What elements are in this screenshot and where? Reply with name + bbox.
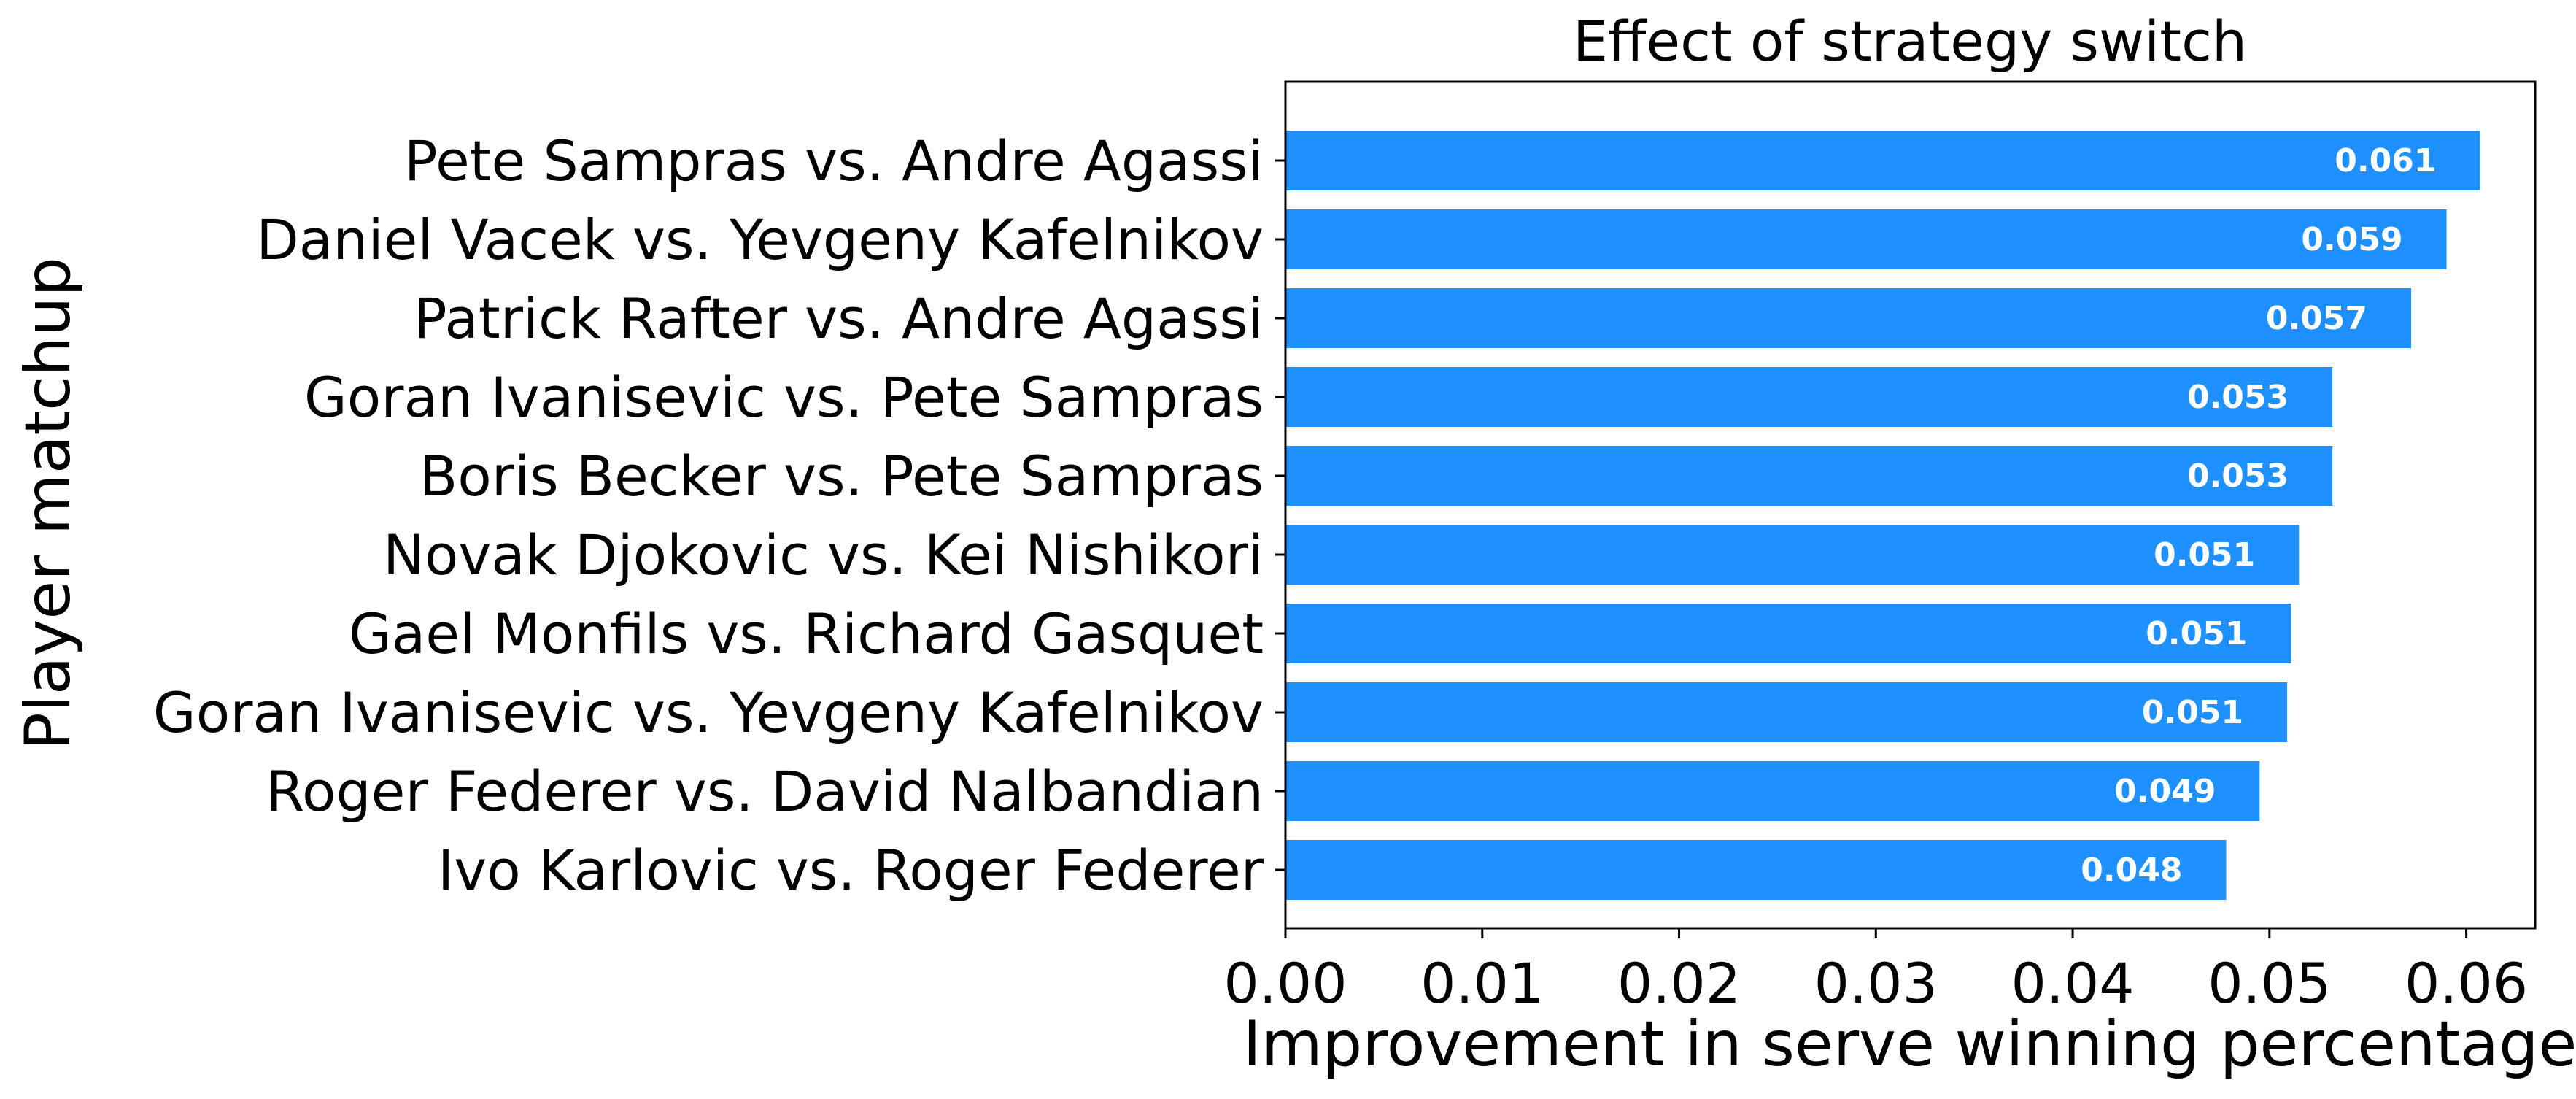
bar-value-label: 0.048: [2081, 852, 2182, 889]
bar: [1285, 288, 2412, 348]
y-tick-label: Pete Sampras vs. Andre Agassi: [404, 128, 1264, 193]
bar-value-label: 0.061: [2335, 142, 2436, 180]
axes-layer: Pete Sampras vs. Andre Agassi Daniel Vace…: [153, 80, 2537, 1016]
x-tick-label: 0.01: [1420, 951, 1544, 1016]
chart-title: Effect of strategy switch: [1573, 9, 2247, 74]
bar-value-label: 0.051: [2146, 615, 2247, 652]
bar: [1285, 840, 2227, 900]
x-tick-label: 0.04: [2011, 951, 2134, 1016]
bar: [1285, 367, 2333, 427]
bar: [1285, 525, 2300, 585]
bar-value-label: 0.057: [2266, 300, 2367, 337]
y-tick-label: Novak Djokovic vs. Kei Nishikori: [383, 522, 1264, 587]
bar: [1285, 446, 2333, 506]
y-axis-label: Player matchup: [12, 257, 85, 750]
bar-value-label: 0.053: [2187, 379, 2289, 416]
bar-value-label: 0.053: [2187, 458, 2289, 495]
bar: [1285, 209, 2447, 269]
plot-frame: [1284, 80, 2537, 930]
x-axis-label: Improvement in serve winning percentage: [1243, 1008, 2576, 1081]
y-tick-label: Ivo Karlovic vs. Roger Federer: [438, 838, 1264, 903]
x-tick-label: 0.03: [1814, 951, 1938, 1016]
y-tick-label: Gael Monfils vs. Richard Gasquet: [349, 601, 1264, 666]
y-tick-label: Goran Ivanisevic vs. Pete Sampras: [304, 365, 1264, 430]
x-tick-label: 0.00: [1223, 951, 1347, 1016]
bar-value-label: 0.051: [2154, 536, 2255, 574]
x-tick-label: 0.06: [2405, 951, 2528, 1016]
bar-value-label: 0.051: [2142, 694, 2243, 731]
bar: [1285, 604, 2291, 663]
bar: [1285, 682, 2288, 742]
bar: [1285, 761, 2260, 821]
y-tick-label: Boris Becker vs. Pete Sampras: [419, 444, 1264, 509]
y-tick-label: Roger Federer vs. David Nalbandian: [266, 759, 1264, 824]
bars-layer: 0.061 0.059 0.057 0.053 0.053 0.051 0.051 0.051…: [1285, 131, 2480, 900]
y-tick-label: Daniel Vacek vs. Yevgeny Kafelnikov: [256, 207, 1264, 272]
y-tick-label: Goran Ivanisevic vs. Yevgeny Kafelnikov: [153, 680, 1264, 745]
bar: [1285, 131, 2480, 190]
bar-value-label: 0.049: [2114, 773, 2216, 810]
y-tick-label: Patrick Rafter vs. Andre Agassi: [414, 286, 1264, 351]
bar-value-label: 0.059: [2301, 221, 2402, 258]
x-tick-label: 0.05: [2208, 951, 2331, 1016]
x-tick-label: 0.02: [1617, 951, 1741, 1016]
